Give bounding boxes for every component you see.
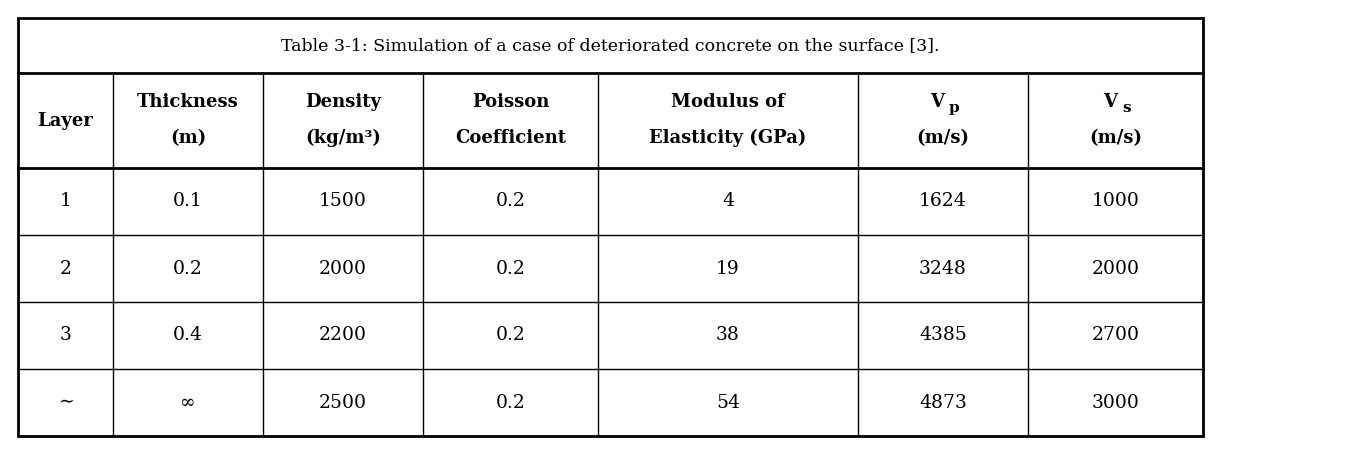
Text: ∼: ∼ (57, 393, 74, 411)
Text: Coefficient: Coefficient (456, 128, 566, 146)
Text: V: V (930, 92, 944, 110)
Text: 3248: 3248 (919, 259, 967, 277)
Text: Modulus of: Modulus of (671, 92, 784, 110)
Text: Density: Density (306, 92, 381, 110)
Text: s: s (1123, 100, 1131, 115)
Text: 0.2: 0.2 (495, 192, 525, 210)
Text: 4: 4 (722, 192, 734, 210)
Text: 1000: 1000 (1091, 192, 1139, 210)
Bar (18, 18, 1203, 436)
Text: 4385: 4385 (919, 327, 967, 345)
Text: 0.2: 0.2 (495, 327, 525, 345)
Text: 1624: 1624 (919, 192, 967, 210)
Text: 1: 1 (60, 192, 71, 210)
Text: 38: 38 (716, 327, 739, 345)
Text: 3000: 3000 (1091, 393, 1139, 411)
Text: 0.2: 0.2 (495, 393, 525, 411)
Text: (m): (m) (170, 128, 206, 146)
Text: 2700: 2700 (1091, 327, 1139, 345)
Text: p: p (948, 100, 959, 115)
Text: 4873: 4873 (919, 393, 967, 411)
Text: Table 3-1: Simulation of a case of deteriorated concrete on the surface [3].: Table 3-1: Simulation of a case of deter… (281, 37, 940, 54)
Text: 3: 3 (60, 327, 71, 345)
Text: 0.1: 0.1 (173, 192, 203, 210)
Text: Thickness: Thickness (138, 92, 239, 110)
Text: ∞: ∞ (180, 393, 196, 411)
Text: 0.2: 0.2 (173, 259, 203, 277)
Text: 0.4: 0.4 (173, 327, 203, 345)
Text: 2000: 2000 (319, 259, 367, 277)
Text: Poisson: Poisson (472, 92, 550, 110)
Text: 54: 54 (716, 393, 741, 411)
Text: 2200: 2200 (319, 327, 367, 345)
Text: Layer: Layer (38, 111, 94, 129)
Text: V: V (1103, 92, 1117, 110)
Text: Elasticity (GPa): Elasticity (GPa) (649, 128, 806, 147)
Text: (m/s): (m/s) (1088, 128, 1142, 146)
Text: 19: 19 (716, 259, 739, 277)
Text: 2: 2 (60, 259, 71, 277)
Text: 0.2: 0.2 (495, 259, 525, 277)
Text: 1500: 1500 (319, 192, 367, 210)
Text: (m/s): (m/s) (917, 128, 970, 146)
Text: 2000: 2000 (1091, 259, 1139, 277)
Text: 2500: 2500 (319, 393, 367, 411)
Text: (kg/m³): (kg/m³) (306, 128, 381, 147)
